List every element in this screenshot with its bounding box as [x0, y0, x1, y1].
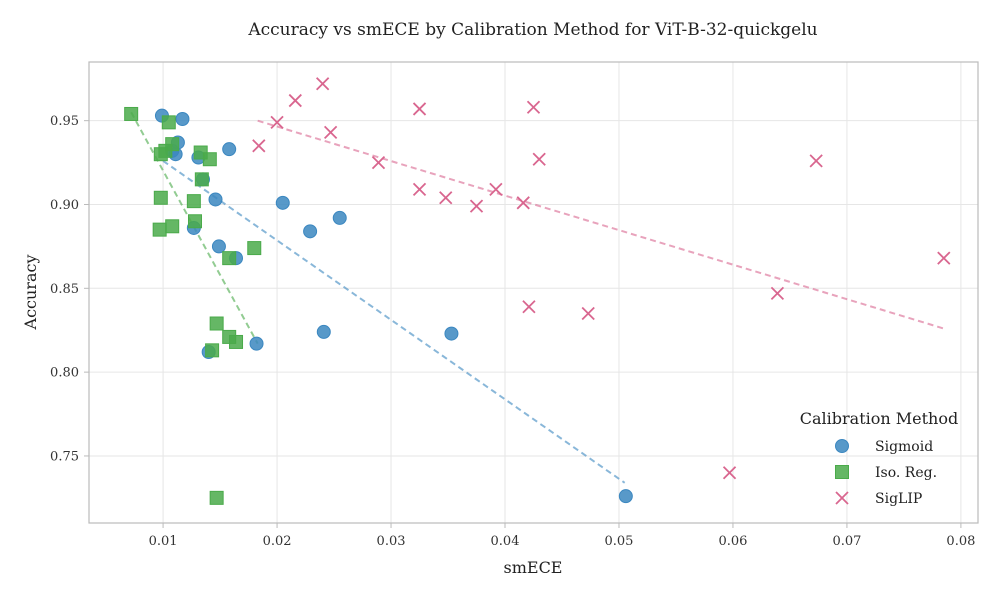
iso-reg-point: [124, 106, 139, 121]
siglip-point: [581, 306, 595, 321]
siglip-point: [288, 93, 302, 108]
sigmoid-point: [618, 489, 633, 504]
chart-title: Accuracy vs smECE by Calibration Method …: [247, 20, 817, 40]
siglip-point: [316, 77, 330, 91]
legend-sigmoid-label: Sigmoid: [875, 439, 933, 455]
siglip-point: [532, 152, 546, 166]
x-tick-label: 0.06: [718, 534, 747, 549]
siglip-point: [522, 300, 536, 314]
legend-title: Calibration Method: [800, 409, 958, 428]
iso-reg-point: [194, 172, 209, 187]
siglip-point: [809, 154, 823, 168]
siglip-point: [252, 139, 266, 153]
x-tick-label: 0.07: [832, 534, 861, 549]
iso-reg-point: [153, 190, 168, 205]
points-layer: [124, 77, 951, 505]
siglip-trend-line: [257, 119, 945, 330]
siglip-point: [526, 100, 541, 114]
siglip-point: [412, 102, 427, 116]
siglip-point: [323, 125, 338, 140]
y-tick-label: 0.95: [50, 114, 79, 129]
iso-reg-point: [205, 343, 220, 358]
sigmoid-point: [208, 192, 223, 207]
legend-iso-reg-marker: [835, 465, 849, 479]
iso-reg-point: [153, 147, 168, 162]
x-tick-label: 0.01: [149, 534, 178, 549]
sigmoid-point: [211, 239, 226, 254]
x-tick-label: 0.05: [605, 534, 634, 549]
x-tick-label: 0.04: [491, 534, 520, 549]
legend-siglip-label: SigLIP: [875, 491, 922, 507]
y-tick-label: 0.75: [50, 449, 79, 464]
iso-reg-point: [165, 219, 180, 234]
plot-frame: [88, 61, 979, 524]
sigmoid-trend-line: [162, 160, 626, 484]
sigmoid-point: [249, 336, 264, 351]
siglip-point: [489, 182, 503, 197]
siglip-point: [937, 251, 951, 265]
sigmoid-point: [222, 142, 237, 157]
siglip-point: [412, 182, 427, 197]
x-tick-label: 0.03: [377, 534, 406, 549]
siglip-point: [770, 286, 785, 300]
legend-sigmoid-marker: [835, 439, 849, 453]
y-axis-label: Accuracy: [21, 255, 40, 331]
x-tick-label: 0.08: [946, 534, 975, 549]
grid-layer: [89, 62, 978, 523]
iso-reg-point: [209, 316, 224, 331]
iso-reg-point: [222, 251, 237, 266]
siglip-point: [371, 155, 386, 170]
y-tick-label: 0.80: [50, 366, 79, 381]
legend-siglip-marker: [835, 491, 849, 505]
sigmoid-point: [444, 326, 459, 341]
legend: Calibration Method Sigmoid Iso. Reg. SigLI…: [800, 409, 958, 507]
iso-reg-point: [247, 241, 262, 256]
siglip-point: [469, 199, 484, 213]
iso-reg-point: [187, 214, 202, 229]
x-tick-label: 0.02: [263, 534, 292, 549]
iso-reg-point: [209, 490, 224, 505]
legend-iso-reg-label: Iso. Reg.: [875, 465, 937, 481]
siglip-point: [439, 191, 453, 205]
siglip-point: [516, 196, 530, 210]
x-axis-label: smECE: [504, 558, 563, 577]
sigmoid-point: [175, 111, 190, 126]
y-axis-ticks: 0.75 0.80 0.85 0.90 0.95: [50, 114, 89, 464]
sigmoid-point: [332, 210, 347, 225]
y-tick-label: 0.85: [50, 282, 79, 297]
iso-reg-point: [186, 194, 201, 209]
siglip-point: [722, 466, 737, 480]
iso-reg-point: [202, 152, 217, 167]
iso-reg-point: [229, 334, 244, 349]
iso-reg-point: [161, 115, 176, 130]
sigmoid-point: [275, 195, 290, 210]
y-tick-label: 0.90: [50, 198, 79, 213]
sigmoid-point: [316, 324, 331, 339]
sigmoid-point: [303, 224, 318, 239]
iso-reg-point: [152, 222, 167, 237]
siglip-point: [270, 115, 284, 129]
x-axis-ticks: 0.01 0.02 0.03 0.04 0.05 0.06 0.07 0.08: [149, 523, 975, 549]
